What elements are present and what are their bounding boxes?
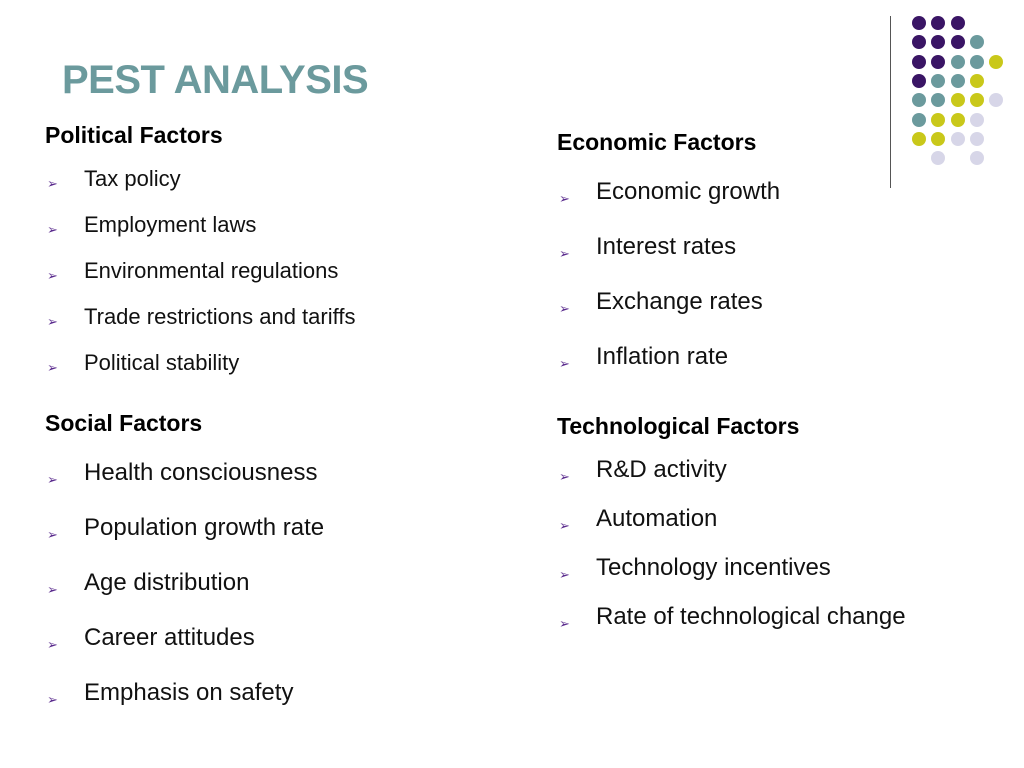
- technological-list: ➢ R&D activity ➢ Automation ➢ Technology in…: [557, 456, 906, 652]
- list-item-text: Automation: [596, 505, 718, 532]
- list-item-text: Age distribution: [84, 569, 250, 596]
- list-item-text: R&D activity: [596, 456, 727, 483]
- decorative-dot: [950, 131, 965, 146]
- economic-heading: Economic Factors: [557, 129, 757, 155]
- decorative-dot: [969, 151, 984, 166]
- list-item: ➢ Age distribution: [45, 569, 324, 624]
- list-item: ➢ R&D activity: [557, 456, 906, 505]
- decorative-dot: [912, 73, 926, 88]
- arrow-bullet-icon: ➢: [47, 268, 58, 283]
- list-item-text: Employment laws: [84, 212, 257, 237]
- decorative-dot: [989, 54, 1004, 69]
- list-item-text: Exchange rates: [596, 288, 763, 315]
- decorative-dot: [931, 93, 946, 108]
- list-item-text: Population growth rate: [84, 514, 325, 541]
- decorative-dot: [931, 35, 946, 50]
- list-item-text: Tax policy: [84, 166, 181, 191]
- political-list: ➢ Tax policy ➢ Employment laws ➢ Environmen…: [45, 166, 355, 396]
- arrow-bullet-icon: ➢: [47, 360, 58, 375]
- decorative-dot: [950, 112, 965, 127]
- arrow-bullet-icon: ➢: [47, 527, 58, 542]
- arrow-bullet-icon: ➢: [47, 692, 58, 707]
- decorative-dot: [950, 54, 965, 69]
- arrow-bullet-icon: ➢: [47, 472, 58, 487]
- list-item: ➢ Tax policy: [45, 166, 355, 212]
- economic-list: ➢ Economic growth ➢ Interest rates ➢ Exchan…: [557, 178, 780, 398]
- arrow-bullet-icon: ➢: [559, 356, 570, 371]
- political-heading: Political Factors: [45, 122, 223, 148]
- list-item-text: Career attitudes: [84, 624, 255, 651]
- decorative-dot: [931, 73, 946, 88]
- decorative-dot: [969, 131, 984, 146]
- list-item-text: Health consciousness: [84, 459, 318, 486]
- list-item-text: Environmental regulations: [84, 258, 339, 283]
- arrow-bullet-icon: ➢: [47, 176, 58, 191]
- arrow-bullet-icon: ➢: [559, 191, 570, 206]
- decorative-dot: [969, 73, 984, 88]
- list-item: ➢ Automation: [557, 505, 906, 554]
- decorative-dot: [950, 16, 965, 30]
- decorative-dot: [950, 35, 965, 50]
- list-item-text: Emphasis on safety: [84, 679, 294, 706]
- list-item: ➢ Technology incentives: [557, 554, 906, 603]
- list-item: ➢ Rate of technological change: [557, 603, 906, 652]
- decorative-dot: [950, 93, 965, 108]
- arrow-bullet-icon: ➢: [559, 616, 570, 631]
- decorative-dot: [931, 112, 946, 127]
- list-item: ➢ Environmental regulations: [45, 258, 355, 304]
- decorative-dot: [931, 54, 946, 69]
- decorative-dot: [931, 131, 946, 146]
- list-item: ➢ Employment laws: [45, 212, 355, 258]
- decorative-dot: [931, 151, 946, 166]
- list-item: ➢ Population growth rate: [45, 514, 324, 569]
- list-item-text: Technology incentives: [596, 554, 831, 581]
- list-item: ➢ Health consciousness: [45, 459, 324, 514]
- decorative-dot: [969, 93, 984, 108]
- decorative-dot: [912, 131, 926, 146]
- technological-heading: Technological Factors: [557, 413, 800, 439]
- arrow-bullet-icon: ➢: [559, 301, 570, 316]
- list-item: ➢ Economic growth: [557, 178, 780, 233]
- decorative-dot: [969, 112, 984, 127]
- arrow-bullet-icon: ➢: [47, 637, 58, 652]
- decorative-dot: [931, 16, 946, 30]
- list-item: ➢ Emphasis on safety: [45, 679, 324, 734]
- decorative-dot: [950, 73, 965, 88]
- decorative-dot: [912, 16, 926, 30]
- list-item-text: Political stability: [84, 350, 240, 375]
- list-item: ➢ Exchange rates: [557, 288, 780, 343]
- list-item-text: Inflation rate: [596, 343, 729, 370]
- list-item-text: Rate of technological change: [596, 603, 906, 630]
- arrow-bullet-icon: ➢: [559, 518, 570, 533]
- decorative-dot: [912, 54, 926, 69]
- list-item: ➢ Inflation rate: [557, 343, 780, 398]
- arrow-bullet-icon: ➢: [47, 222, 58, 237]
- arrow-bullet-icon: ➢: [559, 469, 570, 484]
- decorative-dot: [969, 54, 984, 69]
- arrow-bullet-icon: ➢: [559, 246, 570, 261]
- social-list: ➢ Health consciousness ➢ Population growth…: [45, 459, 324, 734]
- decorative-dot: [912, 93, 926, 108]
- arrow-bullet-icon: ➢: [559, 567, 570, 582]
- slide-title: PEST ANALYSIS: [62, 58, 369, 102]
- arrow-bullet-icon: ➢: [47, 582, 58, 597]
- list-item: ➢ Career attitudes: [45, 624, 324, 679]
- list-item: ➢ Trade restrictions and tariffs: [45, 304, 355, 350]
- list-item: ➢ Political stability: [45, 350, 355, 396]
- list-item-text: Economic growth: [596, 178, 781, 205]
- list-item: ➢ Interest rates: [557, 233, 780, 288]
- decorative-dot: [912, 35, 926, 50]
- decorative-divider-line: [890, 16, 891, 188]
- list-item-text: Trade restrictions and tariffs: [84, 304, 356, 329]
- decorative-dot: [969, 35, 984, 50]
- social-heading: Social Factors: [45, 410, 203, 436]
- arrow-bullet-icon: ➢: [47, 314, 58, 329]
- list-item-text: Interest rates: [596, 233, 737, 260]
- decorative-dot: [989, 93, 1004, 108]
- decorative-dot: [912, 112, 926, 127]
